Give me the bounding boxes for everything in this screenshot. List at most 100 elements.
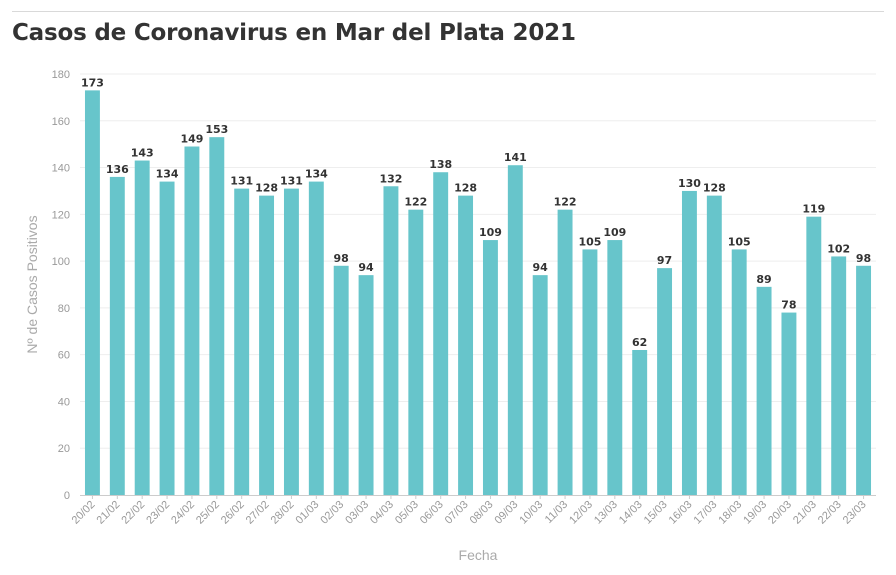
- x-tick-label: 05/03: [393, 499, 421, 527]
- bar: [731, 249, 747, 495]
- bar: [234, 188, 250, 495]
- data-label: 122: [554, 196, 577, 209]
- y-tick-label: 100: [52, 256, 70, 268]
- bar: [507, 165, 523, 495]
- x-tick-label: 07/03: [443, 499, 471, 527]
- data-label: 119: [802, 203, 825, 216]
- data-label: 134: [305, 168, 328, 181]
- x-tick-label: 13/03: [592, 499, 620, 527]
- x-tick-label: 06/03: [418, 499, 446, 527]
- bar: [458, 195, 474, 495]
- y-axis-ticks: 0 20 40 60 80 100 120 140 160 180: [52, 69, 70, 502]
- x-tick-label: 10/03: [517, 499, 545, 527]
- data-label: 105: [578, 235, 601, 248]
- data-label: 98: [334, 252, 349, 265]
- y-tick-label: 160: [52, 116, 70, 128]
- chart-title: Casos de Coronavirus en Mar del Plata 20…: [12, 20, 576, 46]
- bar: [358, 275, 374, 495]
- bar: [84, 90, 100, 495]
- bar: [259, 195, 275, 495]
- x-tick-label: 22/03: [816, 499, 844, 527]
- bar: [333, 265, 349, 495]
- bar: [184, 146, 200, 495]
- data-label: 153: [205, 123, 228, 136]
- x-tick-label: 14/03: [617, 499, 645, 527]
- data-label: 89: [756, 273, 771, 286]
- y-tick-label: 80: [58, 303, 70, 315]
- bar: [209, 137, 225, 495]
- bar: [109, 176, 125, 495]
- data-label: 134: [156, 168, 179, 181]
- bar: [408, 209, 424, 495]
- x-tick-label: 04/03: [368, 499, 396, 527]
- data-label: 131: [230, 175, 253, 188]
- bar: [781, 312, 797, 495]
- data-label: 94: [358, 261, 374, 274]
- top-divider: [12, 11, 884, 12]
- bar: [383, 186, 399, 495]
- x-tick-label: 09/03: [492, 499, 520, 527]
- x-axis-ticks: 20/0221/0222/0223/0224/0225/0226/0227/02…: [70, 495, 869, 527]
- x-tick-label: 11/03: [543, 499, 570, 526]
- x-tick-label: 23/02: [144, 499, 172, 527]
- bar: [283, 188, 299, 495]
- x-tick-label: 28/02: [269, 499, 297, 527]
- data-label: 105: [728, 235, 751, 248]
- bar: [159, 181, 175, 496]
- x-tick-label: 08/03: [468, 499, 496, 527]
- x-axis-title: Fecha: [459, 547, 498, 563]
- x-tick-label: 17/03: [691, 499, 719, 527]
- data-label: 62: [632, 336, 647, 349]
- y-tick-label: 120: [52, 209, 70, 221]
- x-tick-label: 15/03: [642, 499, 670, 527]
- y-tick-label: 40: [58, 396, 70, 408]
- y-tick-label: 60: [58, 350, 70, 362]
- bar: [657, 268, 673, 495]
- data-label: 102: [827, 242, 850, 255]
- x-tick-label: 27/02: [244, 499, 272, 527]
- y-tick-label: 180: [52, 69, 70, 81]
- bar: [706, 195, 722, 495]
- x-tick-label: 03/03: [343, 499, 371, 527]
- x-tick-label: 12/03: [567, 499, 595, 527]
- x-tick-label: 18/03: [716, 499, 744, 527]
- x-tick-label: 23/03: [841, 499, 869, 527]
- bar: [632, 349, 648, 495]
- data-label: 109: [603, 226, 626, 239]
- bar: [681, 190, 697, 495]
- y-tick-label: 20: [58, 443, 70, 455]
- x-tick-label: 24/02: [169, 499, 197, 527]
- data-label: 136: [106, 163, 129, 176]
- x-tick-label: 02/03: [318, 499, 346, 527]
- bar: [308, 181, 324, 496]
- bar: [433, 172, 449, 495]
- x-tick-label: 21/02: [94, 499, 122, 527]
- data-label: 94: [533, 261, 549, 274]
- x-tick-label: 21/03: [791, 499, 819, 527]
- data-label: 128: [255, 182, 278, 195]
- bar: [756, 286, 772, 495]
- data-label: 173: [81, 76, 104, 89]
- data-label: 138: [429, 158, 452, 171]
- bar: [582, 249, 598, 495]
- x-tick-label: 01/03: [293, 499, 321, 527]
- data-label: 130: [678, 177, 701, 190]
- data-label: 97: [657, 254, 672, 267]
- y-tick-label: 0: [64, 490, 70, 502]
- data-label: 141: [504, 151, 527, 164]
- bar: [557, 209, 573, 495]
- bar: [607, 240, 623, 495]
- x-tick-label: 20/03: [766, 499, 794, 527]
- data-label: 98: [856, 252, 871, 265]
- bar: [831, 256, 847, 495]
- data-label: 128: [703, 182, 726, 195]
- data-label: 78: [781, 299, 796, 312]
- x-tick-label: 19/03: [741, 499, 769, 527]
- x-tick-label: 25/02: [194, 499, 222, 527]
- data-label: 128: [454, 182, 477, 195]
- bar: [532, 275, 548, 495]
- x-tick-label: 22/02: [119, 499, 147, 527]
- data-label: 122: [404, 196, 427, 209]
- bar: [806, 216, 822, 495]
